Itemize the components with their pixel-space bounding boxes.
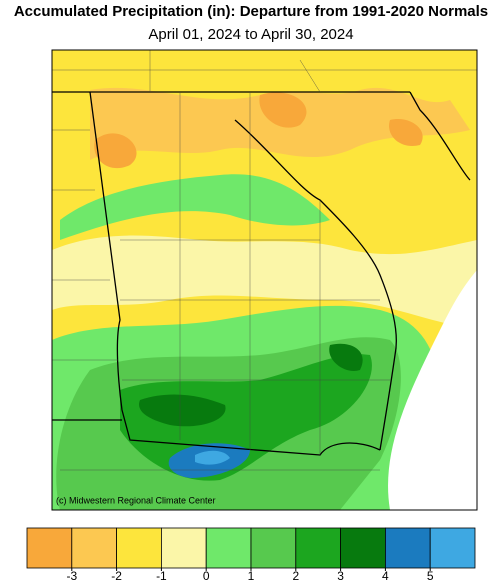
legend-swatch	[26, 527, 73, 569]
legend: -3 -2 -1 0 1 2 3 4 5	[26, 527, 476, 583]
legend-swatch	[205, 527, 252, 569]
legend-swatch	[116, 527, 162, 569]
legend-tick-label: -1	[156, 569, 167, 582]
legend-tick-label: -3	[66, 569, 77, 582]
region	[120, 354, 372, 481]
legend-swatch	[250, 527, 297, 569]
map: (c) Midwestern Regional Climate Center	[51, 49, 478, 511]
region	[60, 174, 330, 240]
legend-tick-label: 4	[382, 569, 389, 582]
boundaries	[52, 50, 477, 471]
title: Accumulated Precipitation (in): Departur…	[14, 3, 488, 20]
subtitle: April 01, 2024 to April 30, 2024	[148, 26, 353, 43]
legend-swatch	[295, 527, 341, 569]
legend-tick-label: 0	[203, 569, 210, 582]
region	[195, 450, 230, 465]
region	[94, 92, 423, 169]
legend-swatch	[384, 527, 431, 569]
legend-tick-label: -2	[111, 569, 122, 582]
legend-swatch	[71, 527, 118, 569]
legend-swatch	[429, 527, 476, 569]
legend-tick-label: 5	[427, 569, 434, 582]
legend-tick-label: 3	[337, 569, 344, 582]
map-frame	[51, 49, 478, 511]
ocean	[388, 270, 477, 510]
legend-tick-label: 2	[292, 569, 299, 582]
region	[139, 343, 363, 427]
legend-tick-label: 1	[248, 569, 255, 582]
credit: (c) Midwestern Regional Climate Center	[56, 495, 216, 505]
legend-swatch	[340, 527, 386, 569]
region	[52, 235, 477, 330]
legend-swatch	[160, 527, 207, 569]
